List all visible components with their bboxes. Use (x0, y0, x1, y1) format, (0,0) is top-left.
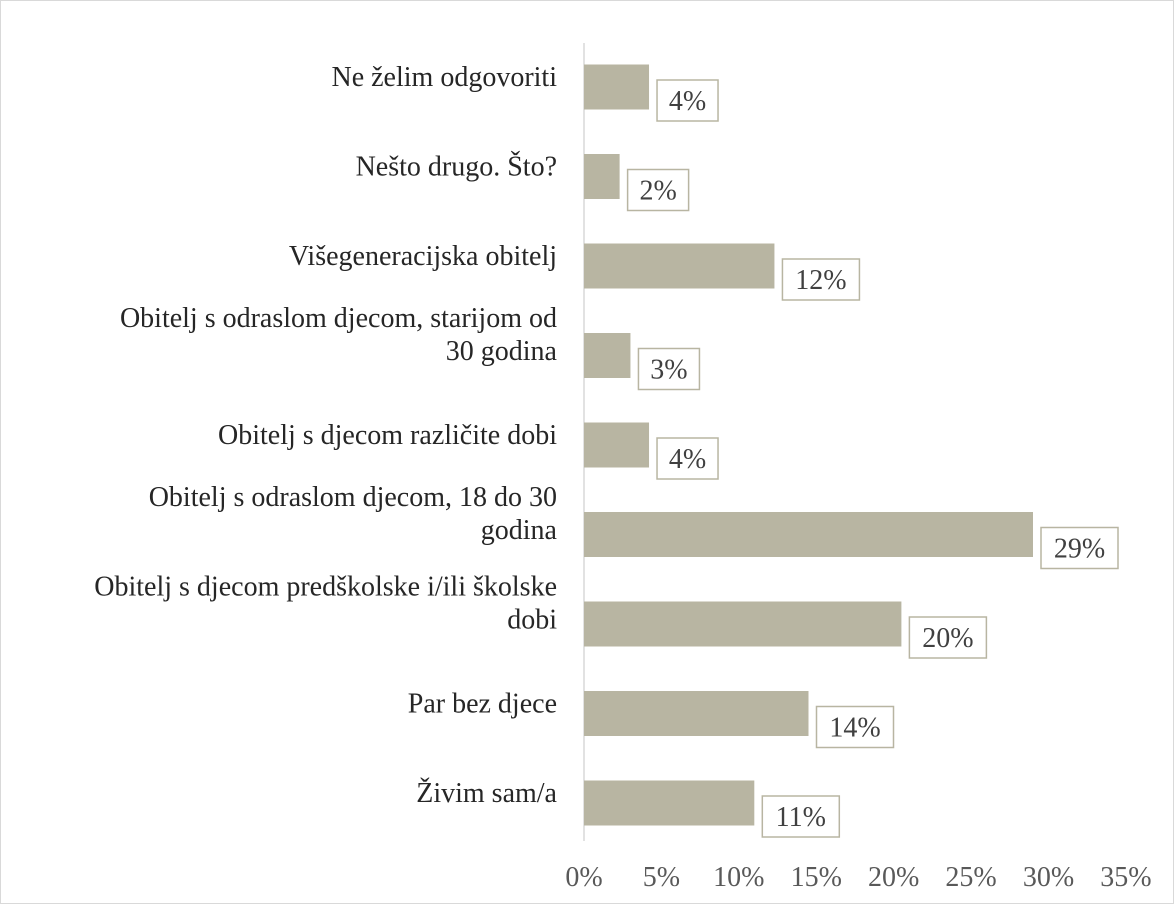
x-tick-label-4: 15% (791, 862, 842, 893)
category-label-5: Obitelj s djecom različite dobi (218, 420, 557, 451)
bar-6 (584, 512, 1033, 557)
bar-9 (584, 780, 755, 826)
category-label-7-line-2: dobi (507, 605, 557, 636)
bar-4 (584, 333, 631, 378)
data-label-1: 4% (669, 86, 706, 117)
category-label-6-line-1: Obitelj s odraslom djecom, 18 do 30 (149, 482, 557, 513)
category-label-7-line-1: Obitelj s djecom predškolske i/ili škols… (94, 572, 557, 603)
x-tick-label-8: 35% (1100, 862, 1151, 893)
data-label-4: 3% (650, 355, 687, 386)
data-label-box-6 (1040, 526, 1119, 570)
x-tick-label-2: 5% (643, 862, 680, 893)
data-label-6: 29% (1054, 534, 1105, 565)
data-label-8: 14% (829, 713, 880, 744)
x-tick-label-6: 25% (945, 862, 996, 893)
bar-3 (584, 243, 775, 289)
bar-7 (584, 601, 902, 647)
data-label-box-8 (815, 705, 895, 749)
data-label-box-3 (781, 258, 861, 301)
x-tick-label-7: 30% (1023, 862, 1074, 893)
data-label-2: 2% (639, 176, 676, 207)
category-label-3: Višegeneracijska obitelj (289, 241, 557, 272)
data-label-box-9 (761, 795, 841, 838)
data-label-9: 11% (776, 802, 826, 833)
bar-8 (584, 691, 809, 736)
category-label-9: Živim sam/a (416, 778, 557, 809)
data-label-box-5 (656, 437, 719, 480)
x-tick-label-1: 0% (565, 862, 602, 893)
category-label-1: Ne želim odgovoriti (331, 62, 557, 93)
category-label-6-line-2: godina (481, 515, 558, 546)
bar-5 (584, 422, 650, 468)
category-label-2: Nešto drugo. Što? (356, 152, 557, 183)
x-tick-label-5: 20% (868, 862, 919, 893)
data-label-7: 20% (922, 623, 973, 654)
data-label-box-2 (626, 168, 690, 212)
category-label-4-line-2: 30 godina (446, 336, 558, 367)
bar-1 (584, 64, 650, 110)
data-label-5: 4% (669, 444, 706, 475)
x-tick-label-3: 10% (713, 862, 764, 893)
data-label-box-7 (908, 616, 988, 659)
data-label-3: 12% (795, 265, 846, 296)
data-label-box-4 (637, 347, 701, 391)
category-label-4-line-1: Obitelj s odraslom djecom, starijom od (120, 303, 557, 334)
bar-2 (584, 154, 620, 199)
category-label-8: Par bez djece (408, 689, 557, 720)
data-label-box-1 (656, 79, 719, 122)
